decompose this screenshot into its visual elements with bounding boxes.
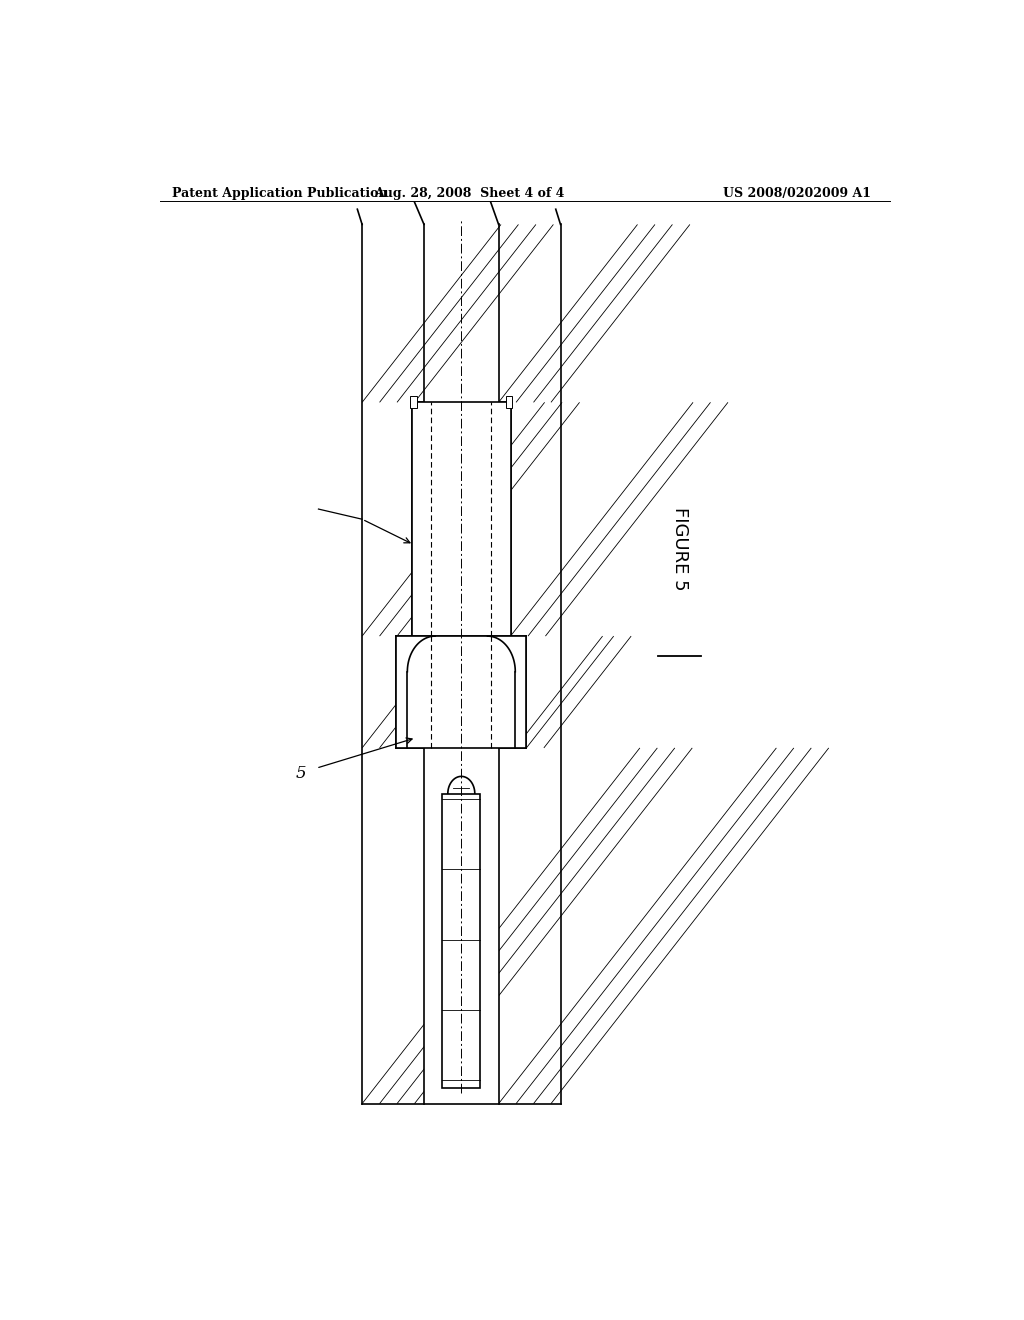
Text: Patent Application Publication: Patent Application Publication bbox=[172, 187, 387, 199]
Bar bbox=[506, 396, 512, 408]
Text: FIGURE 5: FIGURE 5 bbox=[671, 507, 688, 590]
Bar bbox=[411, 396, 417, 408]
Text: 5: 5 bbox=[296, 764, 306, 781]
Bar bbox=[442, 793, 480, 1089]
Bar bbox=[396, 636, 526, 748]
Bar bbox=[412, 403, 511, 636]
Text: US 2008/0202009 A1: US 2008/0202009 A1 bbox=[723, 187, 871, 199]
Bar bbox=[424, 748, 499, 1104]
Text: Aug. 28, 2008  Sheet 4 of 4: Aug. 28, 2008 Sheet 4 of 4 bbox=[374, 187, 564, 199]
